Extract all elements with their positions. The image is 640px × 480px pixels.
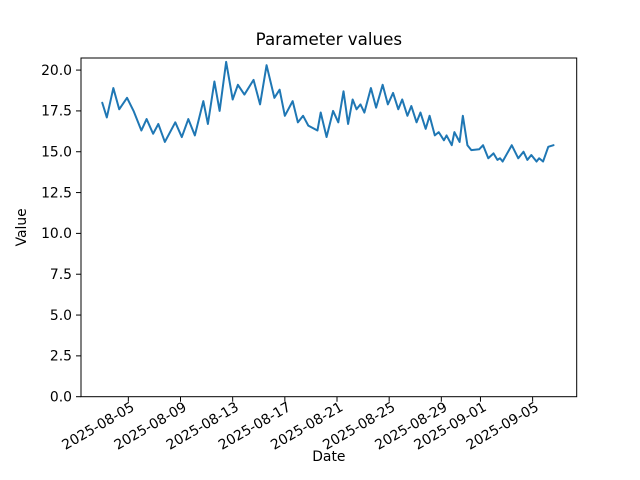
y-tick-label: 20.0	[41, 63, 72, 79]
y-tick-label: 2.5	[50, 349, 72, 365]
y-axis: 0.0 2.5 5.0 7.5 10.0 12.5 15.0 17.5 20.0	[41, 63, 81, 406]
plot-frame	[80, 57, 578, 398]
data-line	[101, 60, 555, 163]
y-tick-label: 10.0	[41, 226, 72, 242]
y-axis-label: Value	[14, 208, 30, 246]
x-axis: 2025-08-052025-08-092025-08-132025-08-17…	[59, 396, 542, 454]
y-tick-label: 7.5	[50, 267, 72, 283]
y-tick-label: 5.0	[50, 308, 72, 324]
y-tick-label: 0.0	[50, 390, 72, 406]
x-axis-label: Date	[312, 449, 345, 465]
chart-title: Parameter values	[256, 29, 402, 49]
y-tick-label: 12.5	[41, 185, 72, 201]
y-tick-label: 17.5	[41, 104, 72, 120]
y-tick-label: 15.0	[41, 145, 72, 161]
